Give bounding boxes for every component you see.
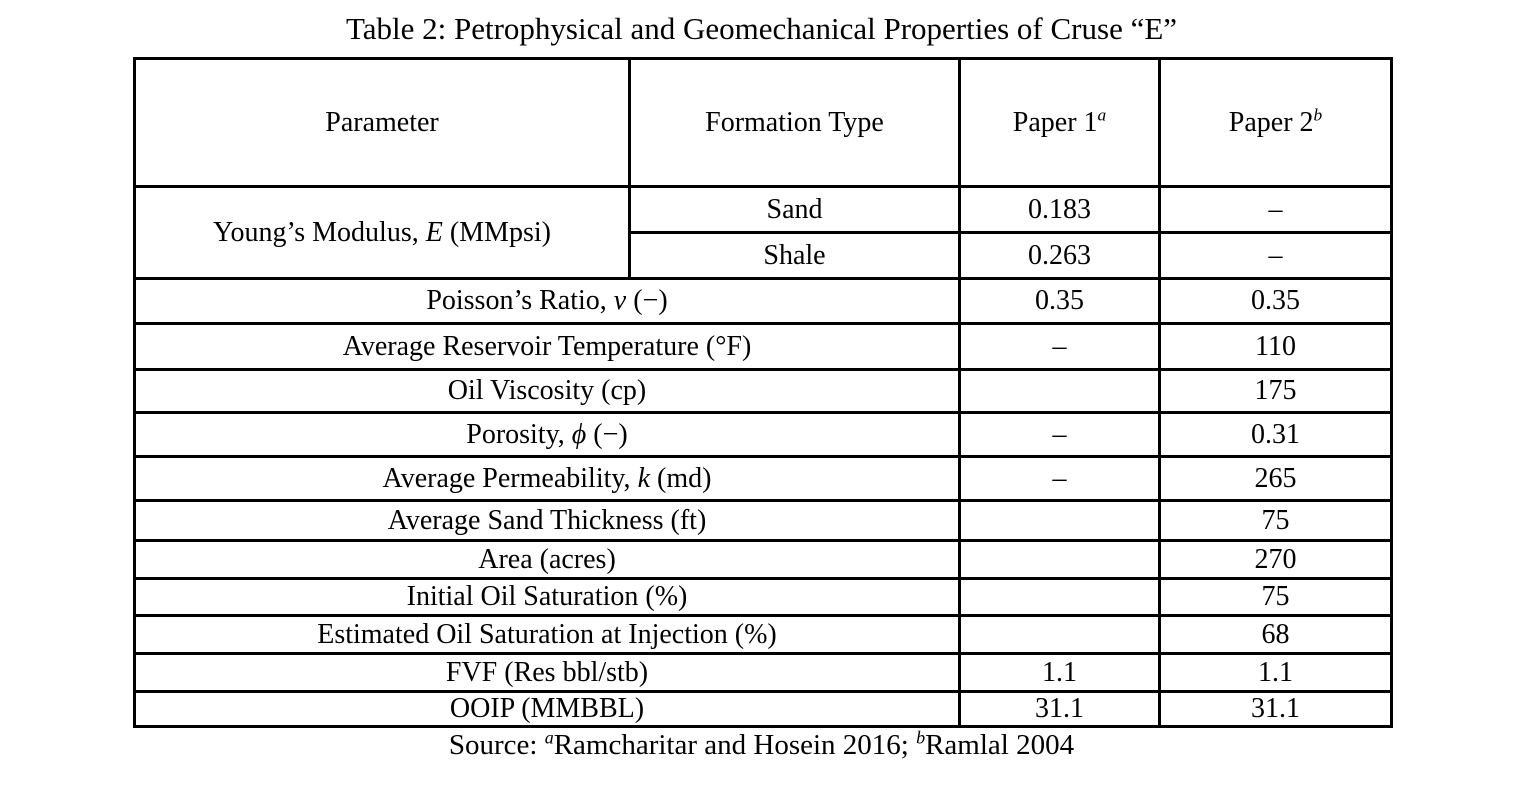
table-row: OOIP (MMBBL) 31.1 31.1 — [133, 690, 1393, 728]
table-row: Area (acres) 270 — [133, 539, 1393, 580]
param-cell: Young’s Modulus, E (MMpsi) — [133, 185, 631, 280]
paper2-cell: 68 — [1158, 614, 1393, 655]
paper2-cell: 270 — [1158, 539, 1393, 580]
paper2-cell: 265 — [1158, 455, 1393, 502]
table-row: Average Sand Thickness (ft) 75 — [133, 499, 1393, 542]
col-header-parameter: Parameter — [133, 57, 631, 188]
col-header-paper1: Paper 1a — [958, 57, 1161, 188]
table-row: Initial Oil Saturation (%) 75 — [133, 577, 1393, 617]
paper1-cell — [958, 499, 1161, 542]
paper2-cell: 1.1 — [1158, 652, 1393, 693]
paper1-cell — [958, 577, 1161, 617]
param-cell: Average Reservoir Temperature (°F) — [133, 322, 961, 371]
source-note: Source: aRamcharitar and Hosein 2016; bR… — [448, 727, 1075, 761]
table-caption: Table 2: Petrophysical and Geomechanical… — [345, 11, 1178, 46]
paper1-cell: – — [958, 322, 1161, 371]
param-cell: Porosity, ϕ (−) — [133, 411, 961, 458]
citation-superscript: a — [1097, 105, 1107, 125]
param-cell: Estimated Oil Saturation at Injection (%… — [133, 614, 961, 655]
paper1-cell: – — [958, 455, 1161, 502]
table-row: Oil Viscosity (cp) 175 — [133, 368, 1393, 414]
paper2-cell: 175 — [1158, 368, 1393, 414]
param-cell: OOIP (MMBBL) — [133, 690, 961, 728]
paper2-cell: – — [1158, 231, 1393, 280]
param-cell: Poisson’s Ratio, ν (−) — [133, 277, 961, 325]
table-row: Average Permeability, k (md) –265 — [133, 455, 1393, 502]
formation-cell: Shale — [628, 231, 961, 280]
paper1-cell — [958, 614, 1161, 655]
paper1-cell — [958, 368, 1161, 414]
param-cell: Oil Viscosity (cp) — [133, 368, 961, 414]
param-cell: Area (acres) — [133, 539, 961, 580]
table-row: Porosity, ϕ (−) –0.31 — [133, 411, 1393, 458]
citation-superscript: a — [544, 727, 554, 748]
paper2-cell: 75 — [1158, 577, 1393, 617]
param-cell: Average Permeability, k (md) — [133, 455, 961, 502]
table-body: Young’s Modulus, E (MMpsi) Sand 0.183– Shal… — [133, 185, 1393, 728]
citation-superscript: b — [1313, 105, 1323, 125]
symbol-italic: E — [425, 216, 443, 248]
table-row: Average Reservoir Temperature (°F) –110 — [133, 322, 1393, 371]
header-row: Parameter Formation Type Paper 1a Paper 2b — [133, 57, 1393, 188]
param-cell: Initial Oil Saturation (%) — [133, 577, 961, 617]
table-row: FVF (Res bbl/stb) 1.1 1.1 — [133, 652, 1393, 693]
properties-table: Parameter Formation Type Paper 1a Paper 2b … — [133, 57, 1393, 728]
table-row: Shale 0.263– — [135, 231, 1393, 280]
paper1-cell: 0.35 — [958, 277, 1161, 325]
paper1-cell: 1.1 — [958, 652, 1161, 693]
citation-superscript: b — [916, 727, 926, 748]
paper2-cell: 75 — [1158, 499, 1393, 542]
table-header: Parameter Formation Type Paper 1a Paper 2b — [133, 57, 1393, 188]
col-header-formation-type: Formation Type — [628, 57, 961, 188]
paper1-cell: 0.263 — [958, 231, 1161, 280]
formation-cell: Sand — [628, 185, 961, 234]
symbol-italic: k — [637, 462, 650, 494]
table-row: Young’s Modulus, E (MMpsi) Sand 0.183– — [133, 185, 1393, 280]
symbol-italic: ϕ — [571, 418, 587, 450]
paper1-cell: 31.1 — [958, 690, 1161, 728]
paper2-cell: 110 — [1158, 322, 1393, 371]
symbol-italic: ν — [613, 285, 627, 316]
paper2-cell: 31.1 — [1158, 690, 1393, 728]
paper1-cell — [958, 539, 1161, 580]
col-header-paper2: Paper 2b — [1158, 57, 1393, 188]
paper1-cell: – — [958, 411, 1161, 458]
param-cell: FVF (Res bbl/stb) — [133, 652, 961, 693]
paper2-cell: 0.31 — [1158, 411, 1393, 458]
param-cell: Average Sand Thickness (ft) — [133, 499, 961, 542]
paper1-cell: 0.183 — [958, 185, 1161, 234]
table-row: Estimated Oil Saturation at Injection (%… — [133, 614, 1393, 655]
paper2-cell: – — [1158, 185, 1393, 234]
paper2-cell: 0.35 — [1158, 277, 1393, 325]
table-row: Poisson’s Ratio, ν (−) 0.35 0.35 — [133, 277, 1393, 325]
